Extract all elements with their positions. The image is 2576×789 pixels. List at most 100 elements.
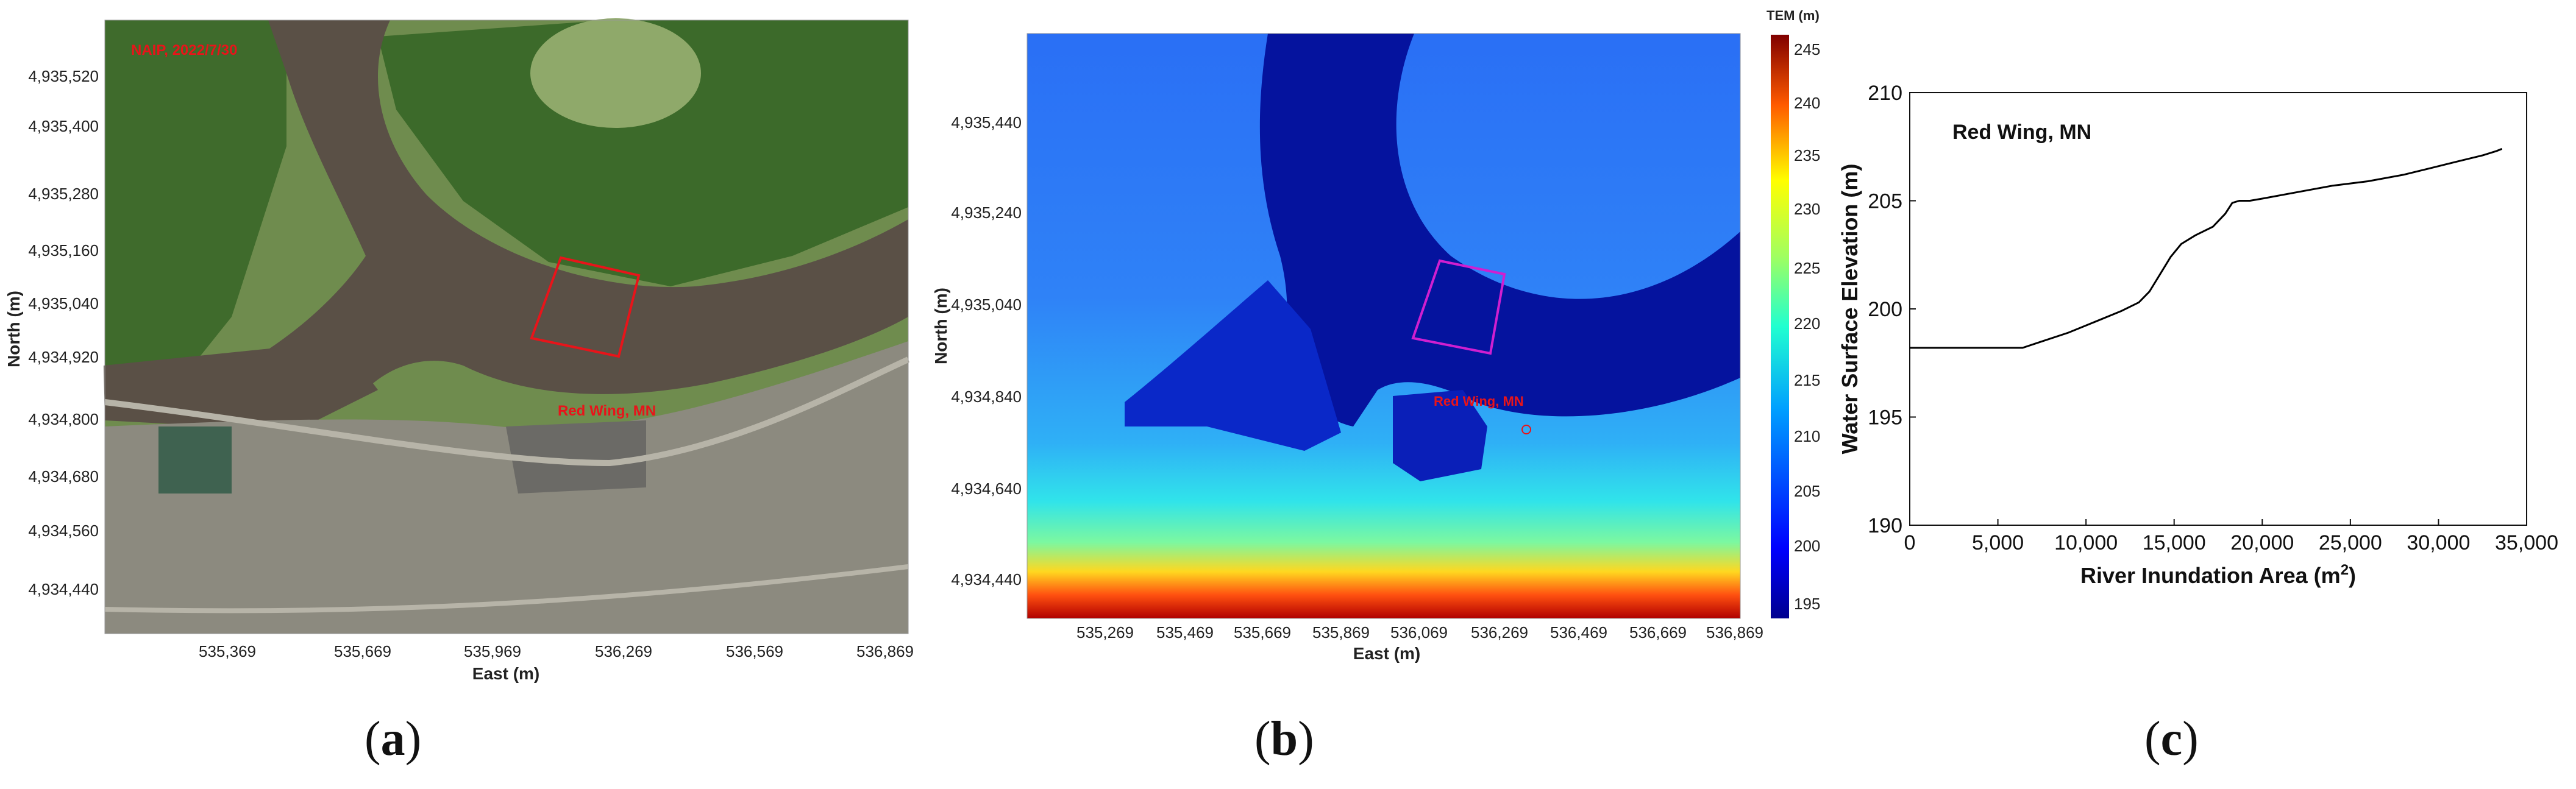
xtick-label: 535,669 — [334, 642, 391, 660]
xtick-label: 35,000 — [2495, 531, 2558, 554]
xlabel-b: East (m) — [1353, 644, 1420, 663]
xtick-label: 536,669 — [1629, 623, 1687, 642]
paren-open: ( — [365, 712, 381, 766]
ytick-label: 200 — [1868, 298, 1902, 321]
yticks-a: 4,935,520 4,935,400 4,935,280 4,935,160 … — [28, 67, 99, 598]
aerial-town — [105, 341, 908, 634]
aerial-road — [104, 356, 910, 467]
yticks-b: 4,935,440 4,935,240 4,935,040 4,934,840 … — [951, 113, 1022, 589]
ytick-label: 4,935,520 — [28, 67, 99, 85]
xtick-label: 535,369 — [199, 642, 256, 660]
aerial-backwater — [104, 341, 378, 426]
yticks-c: 190 195 200 205 210 — [1868, 82, 1916, 537]
xtick-label: 535,269 — [1076, 623, 1134, 642]
xlabel-text: River Inundation Area (m — [2080, 563, 2341, 588]
xticks-c: 0 5,000 10,000 15,000 20,000 25,000 30,000 35,0… — [1904, 519, 2558, 554]
xtick-label: 30,000 — [2407, 531, 2470, 554]
xtick-label: 535,969 — [464, 642, 521, 660]
ylabel-b: North (m) — [931, 288, 950, 364]
ytick-label: 4,934,920 — [28, 348, 99, 366]
xlabel-suffix: ) — [2349, 563, 2356, 588]
ytick-label: 4,935,440 — [951, 113, 1022, 132]
colorbar-tick: 220 — [1794, 314, 1820, 333]
xtick-label: 5,000 — [1972, 531, 2024, 554]
panel-label-b: (b) — [1254, 712, 1314, 767]
aerial-forest-north — [105, 20, 286, 390]
colorbar-tick: 215 — [1794, 371, 1820, 389]
panel-b: Red Wing, MN 4,935,440 4,935,240 4,935,0… — [931, 8, 1820, 663]
colorbar-title: TEM (m) — [1767, 8, 1820, 23]
imagery-label: NAIP, 2022/7/30 — [131, 42, 237, 58]
ytick-label: 4,934,440 — [951, 570, 1022, 589]
ylabel-c: Water Surface Elevation (m) — [1837, 164, 1862, 455]
panel-letter: b — [1270, 712, 1298, 766]
axes-frame-a — [104, 19, 909, 634]
xtick-label: 536,269 — [1471, 623, 1528, 642]
ytick-label: 4,935,040 — [951, 295, 1022, 314]
xtick-label: 15,000 — [2143, 531, 2206, 554]
xtick-label: 536,869 — [1706, 623, 1763, 642]
panel-a: NAIP, 2022/7/30 Red Wing, MN 4,935,520 4… — [4, 18, 914, 683]
colorbar — [1771, 35, 1789, 618]
colorbar-tick: 235 — [1794, 146, 1820, 165]
ytick-label: 4,934,440 — [28, 580, 99, 598]
xtick-label: 536,569 — [726, 642, 783, 660]
aerial-road-south — [104, 564, 909, 614]
study-area-box-a — [530, 256, 641, 358]
panel-label-c: (c) — [2144, 712, 2199, 767]
panel-label-a: (a) — [365, 712, 421, 767]
xtick-label: 535,669 — [1234, 623, 1291, 642]
aerial-pond — [158, 426, 232, 494]
ylabel-a: North (m) — [4, 291, 23, 367]
ytick-label: 195 — [1868, 406, 1902, 430]
xticks-a: 535,369 535,669 535,969 536,269 536,569 … — [199, 642, 914, 660]
axes-frame-b — [1026, 33, 1741, 619]
xtick-label: 536,269 — [595, 642, 652, 660]
panel-c: 0 5,000 10,000 15,000 20,000 25,000 30,000 35,0… — [1837, 82, 2558, 588]
ytick-label: 190 — [1868, 514, 1902, 537]
xlabel-c: River Inundation Area (m2) — [2080, 562, 2356, 588]
tem-harbor — [1393, 390, 1487, 481]
colorbar-ticks: 245 240 235 230 225 220 215 210 205 200 … — [1794, 40, 1820, 613]
xlabel-a: East (m) — [472, 664, 539, 683]
ytick-label: 4,935,160 — [28, 241, 99, 260]
xtick-label: 25,000 — [2319, 531, 2382, 554]
colorbar-tick: 205 — [1794, 482, 1820, 500]
xtick-label: 536,069 — [1390, 623, 1448, 642]
colorbar-tick: 240 — [1794, 94, 1820, 112]
xtick-label: 10,000 — [2054, 531, 2118, 554]
ytick-label: 210 — [1868, 82, 1902, 105]
aerial-forest-island — [378, 20, 908, 286]
ytick-label: 4,934,680 — [28, 467, 99, 486]
colorbar-tick: 245 — [1794, 40, 1820, 58]
paren-open: ( — [2144, 712, 2161, 766]
colorbar-tick: 210 — [1794, 427, 1820, 445]
xtick-label: 0 — [1904, 531, 1916, 554]
xticks-b: 535,269 535,469 535,669 535,869 536,069 … — [1076, 623, 1763, 642]
ytick-label: 4,935,400 — [28, 117, 99, 135]
ytick-label: 4,934,800 — [28, 410, 99, 428]
chart-title-c: Red Wing, MN — [1952, 121, 2091, 144]
panel-letter: c — [2160, 712, 2183, 766]
ytick-label: 205 — [1868, 190, 1902, 213]
colorbar-tick: 230 — [1794, 200, 1820, 218]
aerial-river — [219, 20, 908, 426]
plot-frame-c — [1909, 92, 2527, 526]
paren-close: ) — [1298, 712, 1314, 766]
paren-open: ( — [1254, 712, 1271, 766]
ytick-label: 4,934,640 — [951, 479, 1022, 498]
xtick-label: 535,869 — [1312, 623, 1370, 642]
aerial-marina — [506, 420, 646, 494]
xlabel-superscript: 2 — [2341, 562, 2349, 578]
ytick-label: 4,935,040 — [28, 294, 99, 313]
colorbar-tick: 225 — [1794, 259, 1820, 277]
tem-backwater — [1125, 280, 1341, 451]
xtick-label: 20,000 — [2230, 531, 2294, 554]
ytick-label: 4,934,560 — [28, 522, 99, 540]
ytick-label: 4,935,240 — [951, 203, 1022, 222]
gauge-marker — [1521, 425, 1531, 434]
xtick-label: 536,869 — [856, 642, 914, 660]
aerial-marsh — [530, 18, 701, 128]
place-label-b: Red Wing, MN — [1434, 394, 1524, 409]
